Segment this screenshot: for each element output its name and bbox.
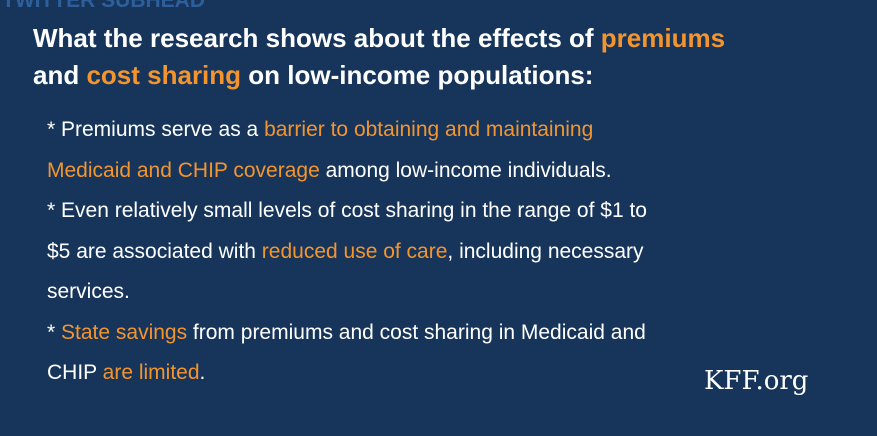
text-segment: * [47, 320, 62, 344]
text-segment: * Premiums serve as a [47, 118, 265, 141]
text-line: and cost sharing on low-income populatio… [33, 57, 725, 94]
highlight-text: barrier to obtaining and maintaining [264, 118, 594, 141]
subhead: TWITTER SUBHEAD [2, 0, 205, 12]
text-segment: CHIP [47, 361, 103, 384]
highlight-text: premiums [600, 23, 726, 53]
bullet-item: * State savings from premiums and cost s… [47, 313, 647, 394]
text-segment: What the research shows about the effect… [33, 23, 601, 53]
text-segment: . [199, 361, 206, 384]
text-segment: , including necessary [447, 239, 644, 263]
text-line: * State savings from premiums and cost s… [47, 313, 647, 354]
text-line: * Even relatively small levels of cost s… [47, 191, 647, 232]
highlight-text: State savings [61, 320, 188, 344]
text-line: services. [47, 272, 647, 313]
text-segment: $5 are associated with [47, 239, 262, 263]
bullet-list: * Premiums serve as a barrier to obtaini… [47, 110, 647, 394]
highlight-text: reduced use of care [261, 239, 448, 263]
brand: KFF.org [704, 366, 809, 396]
highlight-text: cost sharing [86, 60, 242, 90]
bullet-item: * Premiums serve as a barrier to obtaini… [47, 110, 647, 191]
text-line: What the research shows about the effect… [33, 20, 725, 57]
bullet-item: * Even relatively small levels of cost s… [47, 191, 647, 313]
text-segment: among low-income individuals. [319, 158, 612, 182]
text-segment: services. [47, 280, 130, 303]
highlight-text: Medicaid and CHIP coverage [47, 158, 320, 182]
text-line: Medicaid and CHIP coverage among low-inc… [47, 151, 647, 192]
text-segment: * Even relatively small levels of cost s… [47, 199, 647, 222]
highlight-text: are limited [102, 361, 200, 384]
text-line: $5 are associated with reduced use of ca… [47, 232, 647, 273]
text-line: * Premiums serve as a barrier to obtaini… [47, 110, 647, 151]
text-segment: from premiums and cost sharing in Medica… [187, 320, 646, 344]
text-line: CHIP are limited. [47, 353, 647, 394]
text-segment: and [33, 60, 87, 90]
text-segment: on low-income populations: [241, 60, 594, 90]
heading: What the research shows about the effect… [33, 20, 725, 94]
